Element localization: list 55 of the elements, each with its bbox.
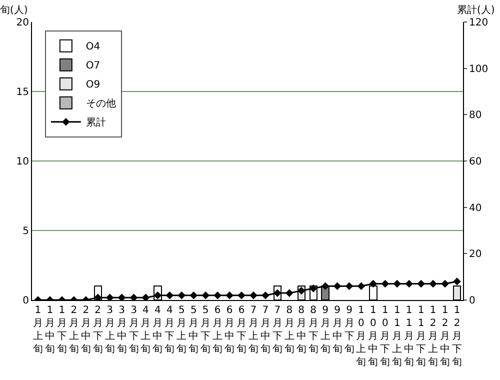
x-tick-label: 1月下旬 [56,305,67,355]
legend-label: その他 [86,98,116,110]
x-tick-label: 6月上旬 [212,305,223,355]
x-tick-label: 4月上旬 [140,305,151,355]
x-tick-label: 2月中旬 [80,305,91,355]
x-tick-label: 3月中旬 [116,305,127,355]
legend-label: O4 [86,42,100,53]
x-tick-label: 10月下旬 [380,305,390,368]
x-tick-label: 2月上旬 [68,305,79,355]
x-tick-label: 9月中旬 [332,305,342,355]
x-tick-label: 8月中旬 [296,305,306,355]
x-tick-label: 6月中旬 [224,305,235,355]
y2-tick-label: 120 [469,18,488,28]
x-tick-label: 3月上旬 [104,305,115,355]
x-tick-label: 12月中旬 [440,305,450,368]
x-tick-label: 8月上旬 [284,305,294,355]
x-tick-label: 6月下旬 [236,305,247,355]
x-tick-label: 9月下旬 [344,305,354,355]
y2-tick-label: 100 [469,64,488,75]
x-tick-label: 7月下旬 [272,305,282,355]
x-tick-label: 5月下旬 [200,305,211,355]
legend-label: O9 [86,80,100,91]
x-tick-label: 5月中旬 [188,305,199,355]
x-tick-label: 7月中旬 [260,305,270,355]
y-axis-title: 旬(人) [0,4,28,16]
y-tick-label: 0 [22,296,29,306]
y-tick-label: 15 [16,87,29,98]
x-tick-label: 11月中旬 [404,305,414,368]
x-tick-label: 12月上旬 [428,305,438,368]
y-tick-label: 20 [16,18,29,28]
y2-tick-label: 80 [469,110,482,122]
y-tick-label: 10 [16,156,29,168]
y2-tick-label: 40 [469,202,482,214]
x-tick-label: 2月下旬 [92,305,103,355]
legend-label: 累計 [86,116,106,129]
x-tick-label: 7月上旬 [248,305,258,355]
x-tick-label: 9月上旬 [320,305,330,355]
x-tick-label: 11月上旬 [392,305,402,368]
y2-tick-label: 0 [469,296,476,306]
x-tick-label: 10月上旬 [356,305,366,368]
x-tick-label: 12月下旬 [452,305,462,368]
x-tick-label: 8月下旬 [308,305,318,355]
x-tick-label: 4月中旬 [152,305,163,355]
x-tick-label: 11月下旬 [416,305,426,368]
x-tick-label: 1月中旬 [44,305,55,355]
legend-label: O7 [86,60,100,72]
y2-axis-title: 累計(人) [457,4,495,16]
y2-tick-label: 60 [469,156,482,168]
x-tick-label: 1月上旬 [32,305,43,355]
y2-tick-label: 20 [469,249,482,260]
x-tick-label: 3月下旬 [128,305,139,355]
y-tick-label: 5 [22,226,29,237]
x-tick-label: 5月上旬 [176,305,187,355]
x-tick-label: 10月中旬 [368,305,378,368]
x-tick-label: 4月下旬 [164,305,175,355]
